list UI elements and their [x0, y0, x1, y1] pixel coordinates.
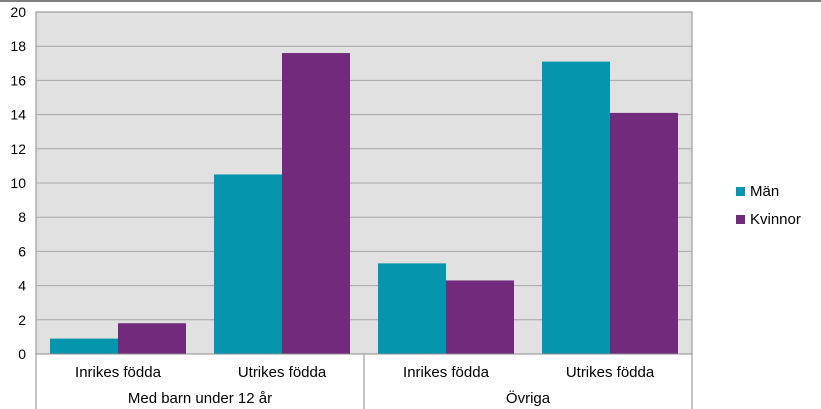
y-tick-label: 6 — [18, 243, 26, 259]
bar-kvinnor — [446, 280, 514, 354]
y-tick-label: 14 — [10, 107, 26, 123]
y-axis-tick-labels: 0 2 4 6 8 10 12 14 16 18 20 — [10, 4, 26, 362]
y-tick-label: 12 — [10, 141, 26, 157]
category-label: Utrikes födda — [566, 364, 655, 381]
x-axis: Inrikes födda Utrikes födda Inrikes födda U… — [35, 353, 693, 409]
legend-label: Kvinnor — [750, 211, 801, 228]
y-tick-label: 10 — [10, 175, 26, 191]
bar-kvinnor — [118, 323, 186, 354]
legend-label: Män — [750, 183, 779, 200]
category-label: Inrikes födda — [403, 364, 490, 381]
group-label: Övriga — [506, 389, 551, 407]
category-label: Utrikes födda — [238, 364, 327, 381]
bar-kvinnor — [610, 112, 678, 354]
bar-kvinnor — [282, 53, 350, 354]
legend: Män Kvinnor — [736, 183, 801, 228]
bar-män — [214, 174, 282, 354]
bar-män — [378, 263, 446, 354]
category-label: Inrikes födda — [75, 364, 162, 381]
group-label: Med barn under 12 år — [128, 390, 272, 407]
y-tick-label: 2 — [18, 312, 26, 328]
bar-män — [542, 61, 610, 355]
legend-swatch-män — [736, 187, 745, 196]
bars — [50, 53, 678, 355]
bar-män — [50, 338, 118, 354]
y-tick-label: 4 — [18, 278, 26, 294]
y-tick-label: 16 — [10, 72, 26, 88]
y-tick-label: 8 — [18, 209, 26, 225]
y-tick-label: 18 — [10, 38, 26, 54]
legend-swatch-kvinnor — [736, 215, 745, 224]
y-tick-label: 20 — [10, 4, 26, 20]
y-tick-label: 0 — [18, 346, 26, 362]
